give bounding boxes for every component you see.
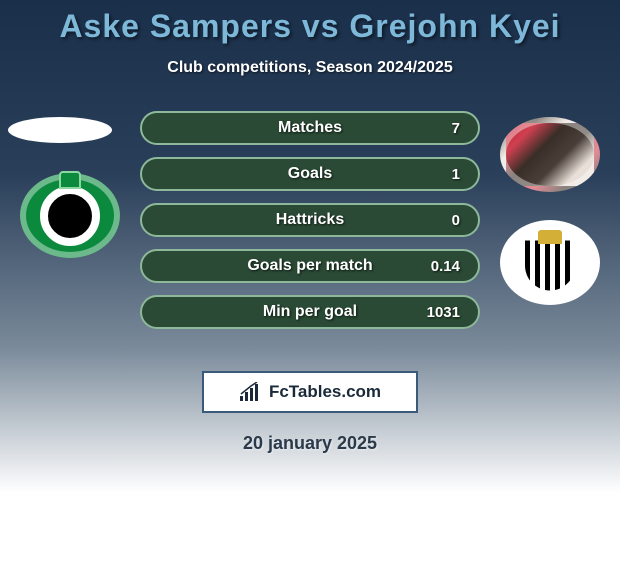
stat-value: 0	[452, 212, 460, 229]
stat-row-goals-per-match: Goals per match 0.14	[140, 249, 480, 283]
player2-club-badge	[500, 220, 600, 305]
stats-container: Matches 7 Goals 1 Hattricks 0 Goals per …	[140, 107, 480, 329]
branding-box: FcTables.com	[202, 371, 418, 413]
branding-text: FcTables.com	[269, 382, 381, 402]
stat-value: 1	[452, 166, 460, 183]
stat-row-goals: Goals 1	[140, 157, 480, 191]
stat-value: 1031	[427, 304, 460, 321]
stat-label: Goals	[160, 165, 460, 183]
stat-label: Matches	[160, 119, 460, 137]
stat-label: Min per goal	[160, 303, 460, 321]
chart-icon	[239, 382, 263, 402]
stat-value: 0.14	[431, 258, 460, 275]
left-player-column	[8, 117, 120, 258]
player1-club-badge	[20, 173, 120, 258]
player2-avatar	[500, 117, 600, 192]
content-area: Matches 7 Goals 1 Hattricks 0 Goals per …	[0, 107, 620, 357]
comparison-title: Aske Sampers vs Grejohn Kyei	[0, 0, 620, 45]
season-subtitle: Club competitions, Season 2024/2025	[0, 59, 620, 77]
stat-row-min-per-goal: Min per goal 1031	[140, 295, 480, 329]
player1-avatar-placeholder	[8, 117, 112, 143]
stat-row-hattricks: Hattricks 0	[140, 203, 480, 237]
right-player-column	[500, 117, 600, 305]
stat-row-matches: Matches 7	[140, 111, 480, 145]
stat-label: Hattricks	[160, 211, 460, 229]
stat-value: 7	[452, 120, 460, 137]
generation-date: 20 january 2025	[0, 433, 620, 454]
stat-label: Goals per match	[160, 257, 460, 275]
